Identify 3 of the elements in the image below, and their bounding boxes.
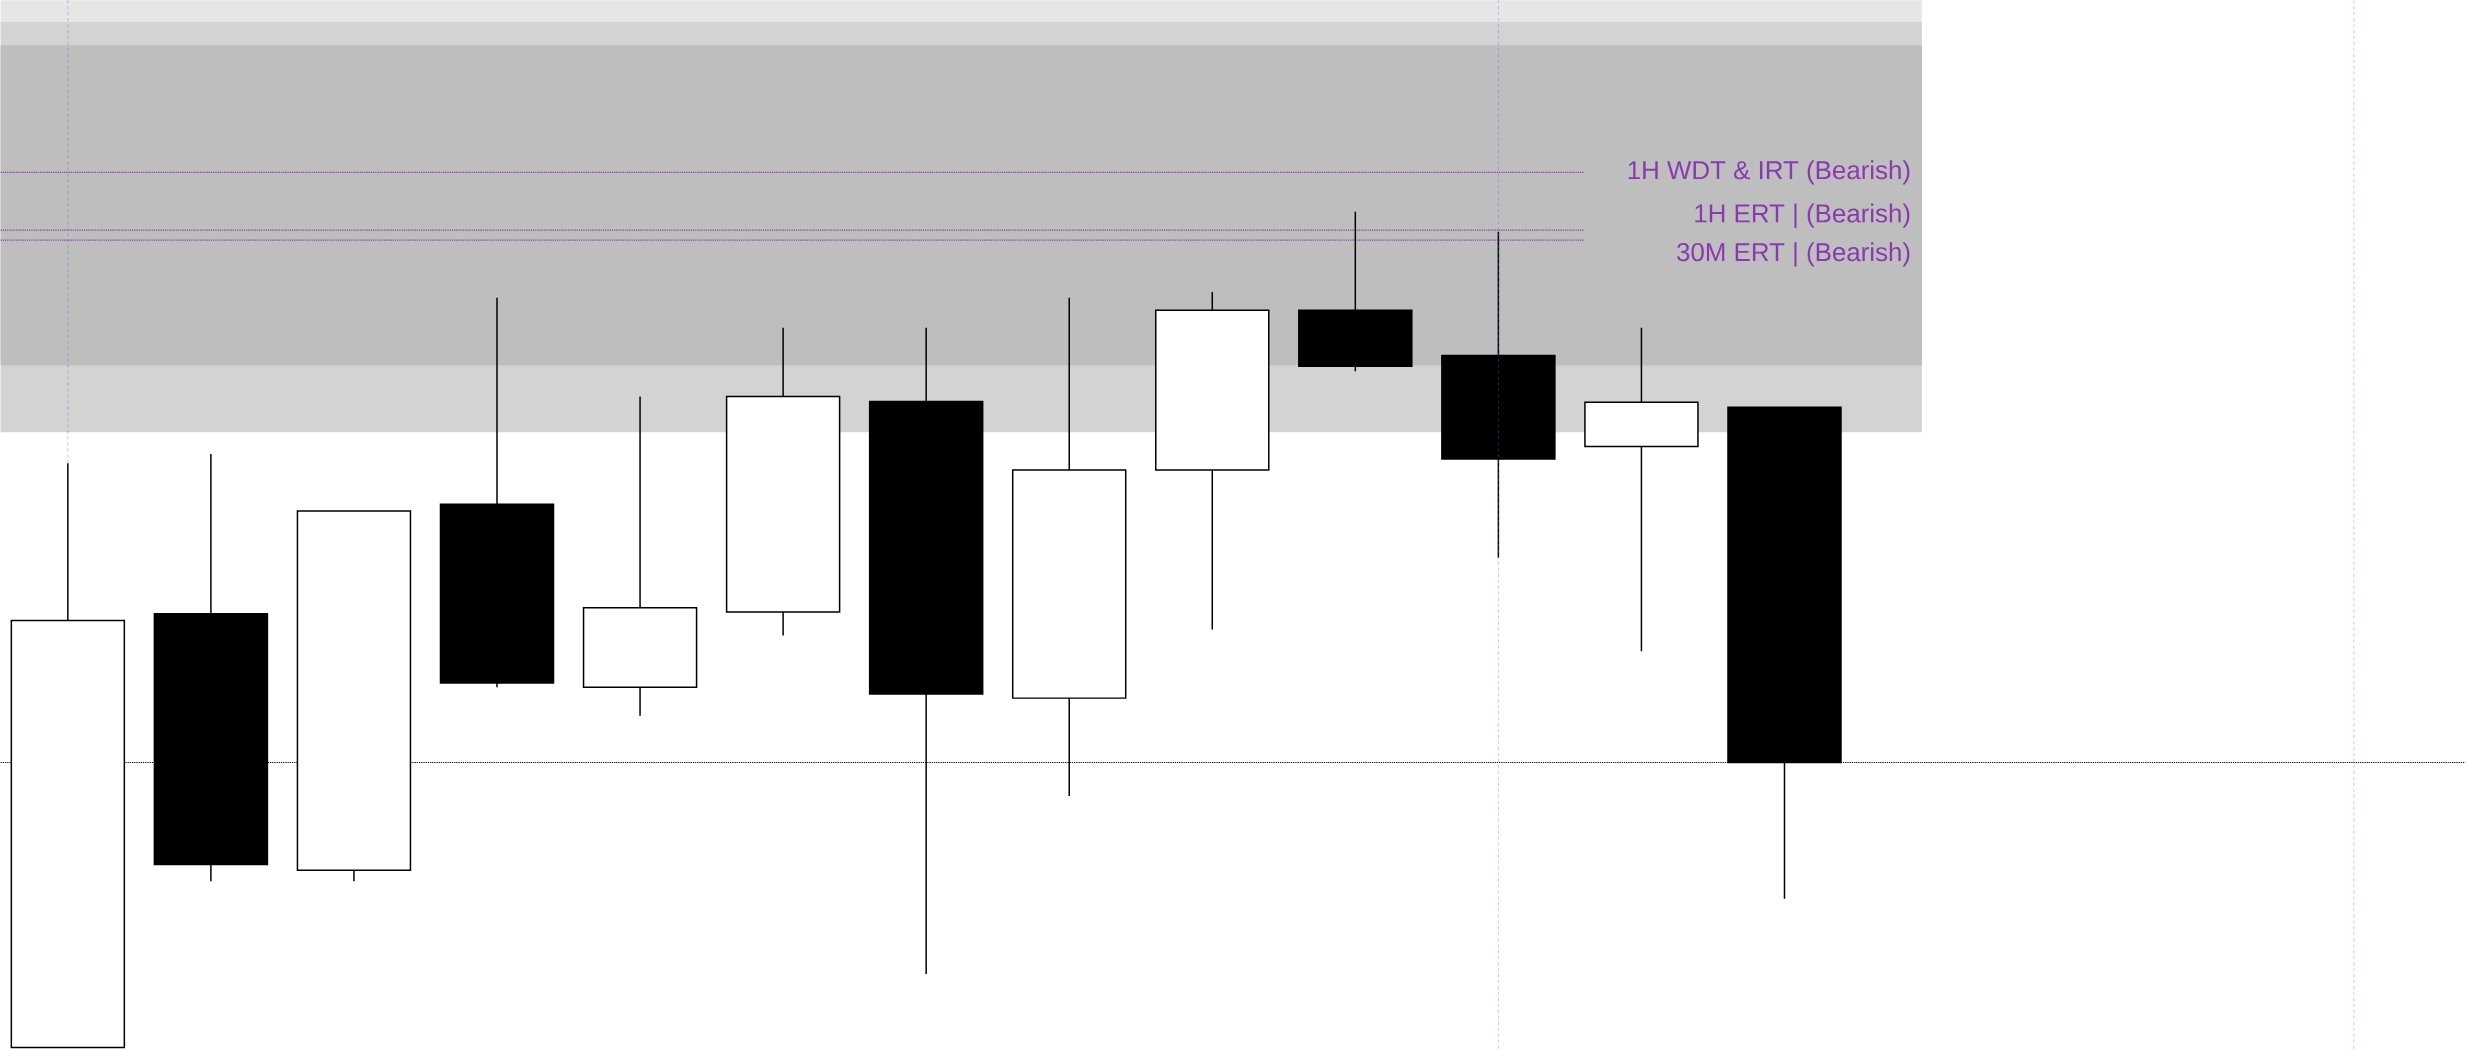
ref-line-label: 30M ERT | (Bearish): [1677, 242, 1910, 267]
ref-line-label: 1H ERT | (Bearish): [1695, 203, 1910, 228]
ref-line-label: 1H WDT & IRT (Bearish): [1628, 160, 1910, 185]
